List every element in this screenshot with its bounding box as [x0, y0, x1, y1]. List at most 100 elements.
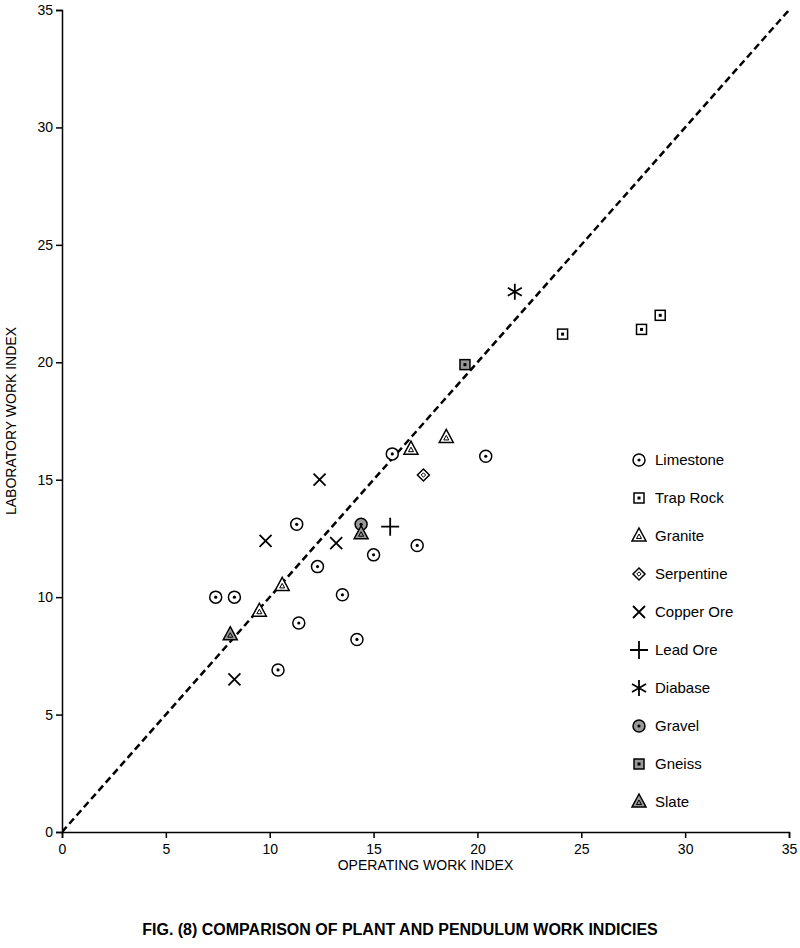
- legend-item: Serpentine: [633, 565, 728, 582]
- y-tick-mark: [56, 245, 62, 247]
- x-tick: 15: [366, 832, 382, 857]
- legend-label: Trap Rock: [655, 489, 724, 506]
- marker-part: [558, 329, 568, 339]
- marker-part: [381, 518, 399, 536]
- series: [252, 429, 453, 616]
- legend-label: Slate: [655, 793, 689, 810]
- marker-part: [260, 535, 272, 547]
- x-tick-label: 15: [366, 841, 382, 857]
- marker-part: [359, 532, 364, 537]
- marker-part: [632, 680, 646, 696]
- marker-part: [632, 528, 646, 541]
- point: [558, 329, 568, 339]
- point: [404, 441, 418, 454]
- x-tick-mark: [477, 832, 479, 838]
- legend-label: Diabase: [655, 679, 710, 696]
- legend-item: Limestone: [633, 451, 724, 468]
- legend-label: Gravel: [655, 717, 699, 734]
- x-tick: 5: [162, 832, 170, 857]
- marker-part: [291, 518, 303, 530]
- y-axis-title: LABORATORY WORK INDEX: [3, 326, 19, 515]
- point: [223, 627, 237, 640]
- legend-label: Granite: [655, 527, 704, 544]
- marker-part: [640, 328, 643, 331]
- marker-part: [637, 572, 641, 576]
- marker-part: [421, 473, 425, 477]
- y-tick-mark: [56, 127, 62, 129]
- legend-item: Gravel: [633, 717, 699, 734]
- x-tick-label: 10: [262, 841, 278, 857]
- legend-marker: [634, 493, 644, 503]
- marker-part: [293, 617, 305, 629]
- marker-part: [634, 759, 644, 769]
- point: [460, 360, 470, 370]
- point: [439, 429, 453, 442]
- x-axis-title: OPERATING WORK INDEX: [338, 857, 514, 873]
- series: [228, 474, 342, 686]
- x-tick-label: 5: [162, 841, 170, 857]
- marker-part: [634, 493, 644, 503]
- marker-part: [460, 360, 470, 370]
- marker-part: [417, 469, 429, 481]
- marker-part: [228, 591, 240, 603]
- chart: 0510152025303505101520253035LimestoneTra…: [0, 0, 800, 948]
- legend-label: Copper Ore: [655, 603, 733, 620]
- marker-part: [561, 333, 564, 336]
- point: [368, 549, 380, 561]
- marker-part: [355, 638, 358, 641]
- legend-item: Diabase: [632, 679, 710, 696]
- marker-part: [336, 589, 348, 601]
- plot-area: 0510152025303505101520253035LimestoneTra…: [37, 2, 797, 857]
- y-tick-mark: [56, 832, 62, 834]
- y-axis-line: [56, 11, 63, 833]
- marker-part: [210, 591, 222, 603]
- marker-part: [228, 633, 233, 638]
- point: [275, 577, 289, 590]
- point: [272, 664, 284, 676]
- point: [655, 310, 665, 320]
- marker-part: [633, 568, 645, 580]
- y-tick-mark: [56, 714, 62, 716]
- point: [417, 469, 429, 481]
- y-tick: 30: [37, 119, 62, 135]
- series: [417, 469, 429, 481]
- point: [381, 518, 399, 536]
- marker-part: [480, 450, 492, 462]
- x-axis: 05101520253035: [59, 832, 798, 857]
- point: [291, 518, 303, 530]
- x-tick-mark: [373, 832, 375, 838]
- y-tick-mark: [56, 479, 62, 481]
- point: [637, 324, 647, 334]
- marker-part: [404, 441, 418, 454]
- y-tick: 35: [37, 2, 62, 18]
- marker-part: [638, 763, 641, 766]
- x-tick-mark: [789, 832, 791, 838]
- point: [411, 539, 423, 551]
- marker-part: [637, 800, 642, 805]
- legend-item: Trap Rock: [634, 489, 724, 506]
- y-tick-label: 25: [37, 237, 53, 253]
- legend-label: Lead Ore: [655, 641, 718, 658]
- marker-part: [275, 577, 289, 590]
- marker-part: [257, 609, 262, 614]
- x-tick-mark: [166, 832, 168, 838]
- point: [386, 448, 398, 460]
- legend-marker: [630, 641, 648, 659]
- point: [354, 526, 368, 539]
- x-tick: 25: [574, 832, 590, 857]
- marker-part: [630, 641, 648, 659]
- legend-marker: [633, 720, 645, 732]
- y-tick-label: 0: [45, 824, 53, 840]
- point: [260, 535, 272, 547]
- point: [210, 591, 222, 603]
- marker-part: [637, 458, 640, 461]
- y-tick-label: 10: [37, 589, 53, 605]
- x-tick-label: 30: [678, 841, 694, 857]
- marker-part: [638, 497, 641, 500]
- marker-part: [354, 526, 368, 539]
- marker-part: [276, 668, 279, 671]
- point: [314, 474, 326, 486]
- marker-part: [311, 561, 323, 573]
- marker-part: [214, 596, 217, 599]
- legend-item: Granite: [632, 527, 704, 544]
